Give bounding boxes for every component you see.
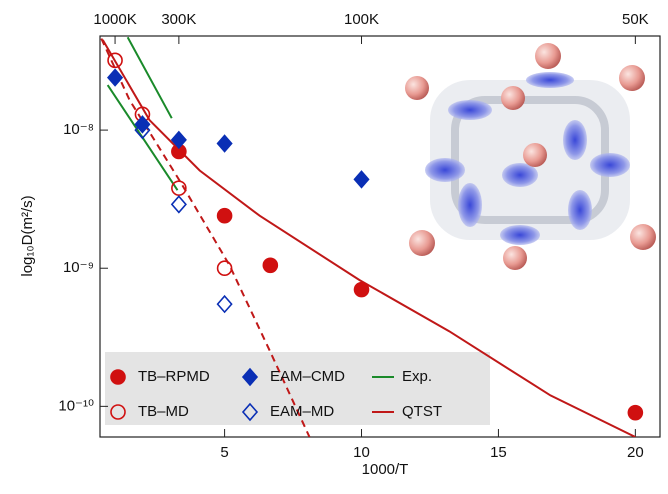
- point: [170, 130, 187, 150]
- x-axis-label: 1000/T: [362, 461, 409, 478]
- legend-symbol: [110, 369, 126, 385]
- inset-structure: [405, 43, 656, 270]
- line: [106, 36, 179, 191]
- x-tick-label: 20: [627, 444, 644, 461]
- point: [627, 404, 644, 421]
- legend-symbol: [110, 404, 126, 420]
- point: [134, 120, 151, 140]
- y-tick-label: 10⁻⁹: [63, 259, 94, 276]
- point: [216, 294, 233, 314]
- point: [216, 260, 233, 277]
- point: [216, 207, 233, 224]
- legend-symbol: [241, 402, 259, 422]
- plot-frame: [99, 35, 661, 438]
- point: [353, 170, 370, 189]
- x-tick-label: 15: [490, 444, 507, 461]
- point: [170, 195, 187, 214]
- top-tick-label: 50K: [622, 11, 649, 28]
- top-tick-label: 100K: [344, 11, 379, 28]
- line: [101, 39, 636, 437]
- y-tick-label: 10⁻¹⁰: [58, 397, 94, 414]
- legend-label: TB–MD: [138, 403, 189, 420]
- point: [353, 281, 370, 298]
- legend-label: TB–RPMD: [138, 368, 210, 385]
- legend-symbol: [241, 367, 259, 387]
- y-axis-label: log₁₀D(m²/s): [19, 195, 36, 276]
- point: [107, 52, 123, 69]
- y-tick-label: 10⁻⁸: [63, 121, 94, 138]
- top-tick-label: 1000K: [93, 11, 136, 28]
- legend-label: QTST: [402, 403, 442, 420]
- point: [134, 115, 151, 134]
- legend-label: EAM–CMD: [270, 368, 345, 385]
- x-tick-label: 5: [220, 444, 228, 461]
- top-tick-label: 300K: [161, 11, 196, 28]
- point: [216, 134, 233, 153]
- point: [106, 68, 124, 87]
- legend-label: Exp.: [402, 368, 432, 385]
- x-tick-label: 10: [353, 444, 370, 461]
- legend-label: EAM–MD: [270, 403, 334, 420]
- point: [262, 257, 279, 274]
